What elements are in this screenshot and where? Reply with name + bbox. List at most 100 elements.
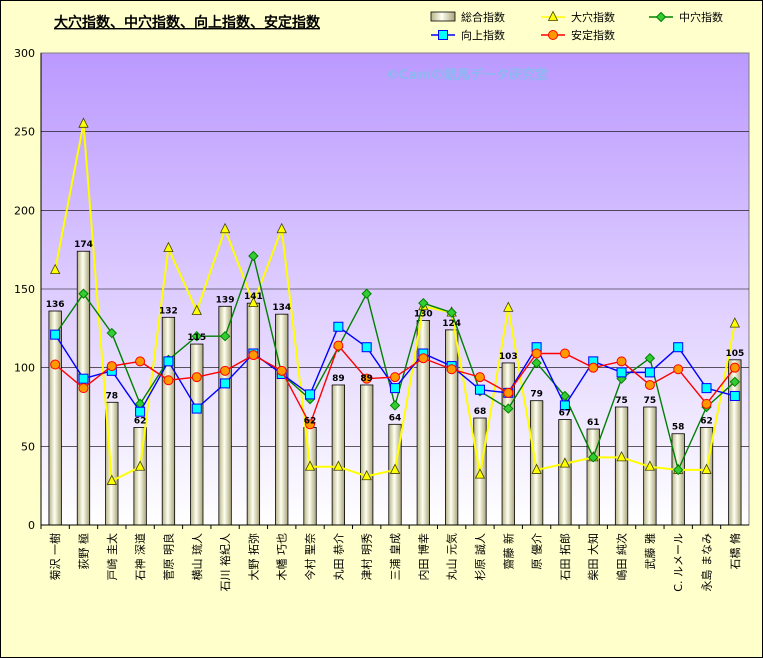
data-point [531,357,542,369]
data-point [729,390,740,401]
data-point [588,362,599,373]
data-point [220,378,231,389]
y-tick-label: 250 [14,126,35,139]
bar-value-label: 174 [74,240,93,250]
y-tick-label: 50 [21,440,35,453]
bar [133,427,147,526]
data-point [503,403,514,414]
bar-value-label: 62 [304,416,317,426]
x-category-label: 原 優介 [531,533,544,570]
bar-value-label: 75 [615,396,628,406]
data-labels: 136 174 78 62 132 115 139 141 134 62 89 89 64 130 124 6… [46,240,744,433]
data-point [50,329,61,340]
data-point [701,383,712,394]
x-category-label: 木幡 巧也 [275,533,289,581]
bar [48,310,62,526]
x-category-label: 柴田 大知 [586,533,600,581]
x-category-label: 武藤 雅 [643,533,657,570]
data-point [78,117,89,128]
data-point [106,474,117,485]
data-point [220,365,231,376]
series-circle [50,340,740,430]
data-point [588,452,599,463]
legend-entry: 大穴指数 [571,10,615,24]
bar [246,302,261,526]
data-point [616,450,627,462]
data-point [701,463,712,474]
data-point [361,288,372,299]
data-point [531,348,542,359]
data-point [135,406,146,417]
data-point [191,330,202,342]
bar-value-label: 105 [725,349,744,359]
data-point [191,372,202,383]
data-point [531,463,542,474]
bar-value-label: 78 [106,391,119,401]
legend-entry: 総合指数 [461,10,505,24]
chart-title: 大穴指数、中穴指数、向上指数、安定指数 [54,14,321,31]
data-point [333,460,344,471]
data-point [474,372,485,383]
data-point [446,364,457,375]
data-point [503,387,514,398]
data-point [163,241,174,252]
data-point [474,384,485,395]
x-category-label: 石川 裕紀人 [219,533,232,592]
bar-value-label: 79 [530,390,543,400]
bar-value-label: 89 [360,374,373,384]
data-point [106,361,117,372]
data-point [644,460,656,471]
data-point [559,348,570,359]
data-point [729,376,741,388]
data-point [361,373,372,384]
line-series [49,117,741,485]
x-category-label: 菅原 明良 [161,533,175,581]
legend-entry: 安定指数 [571,28,615,42]
legend-entry: 向上指数 [461,28,505,42]
data-point [701,398,712,409]
x-category-label: 丸田 恭介 [332,533,345,581]
bar [190,343,204,526]
bar [331,384,345,526]
data-point [135,356,146,367]
bar-value-label: 68 [474,407,487,417]
bar-value-label: 130 [414,309,433,319]
data-point [333,321,344,332]
data-point [729,317,740,328]
data-point [559,457,571,468]
legend-swatch [430,11,456,22]
data-point [191,304,202,315]
data-point [78,288,89,299]
y-tick-label: 200 [14,204,35,217]
x-category-label: 横山 琉人 [190,533,204,581]
y-tick-label: 150 [14,283,35,296]
x-category-label: 大野 拓弥 [246,533,260,581]
data-point [390,372,400,383]
data-point [503,301,514,312]
data-point [248,350,259,361]
legend-marker [438,30,448,40]
bar [303,427,317,526]
bar-value-label: 58 [672,423,685,433]
watermark-text: ©Caniの競馬データ研究室 [386,67,548,83]
data-point [191,403,202,414]
bar [529,400,544,526]
bar-value-label: 141 [244,292,263,302]
data-point [673,364,684,375]
data-point [673,342,684,353]
x-category-label: 戸崎 圭太 [105,533,119,581]
data-point [78,383,89,394]
data-point [446,307,457,318]
data-point [106,327,118,339]
bar-value-label: 62 [134,416,147,426]
bar-value-label: 134 [272,303,291,313]
bar [275,313,289,526]
data-point [361,342,372,353]
data-point [644,353,656,364]
y-tick-label: 0 [28,519,35,532]
data-point [672,464,684,476]
bar [558,419,572,526]
data-point [418,353,429,364]
bar [161,316,176,526]
